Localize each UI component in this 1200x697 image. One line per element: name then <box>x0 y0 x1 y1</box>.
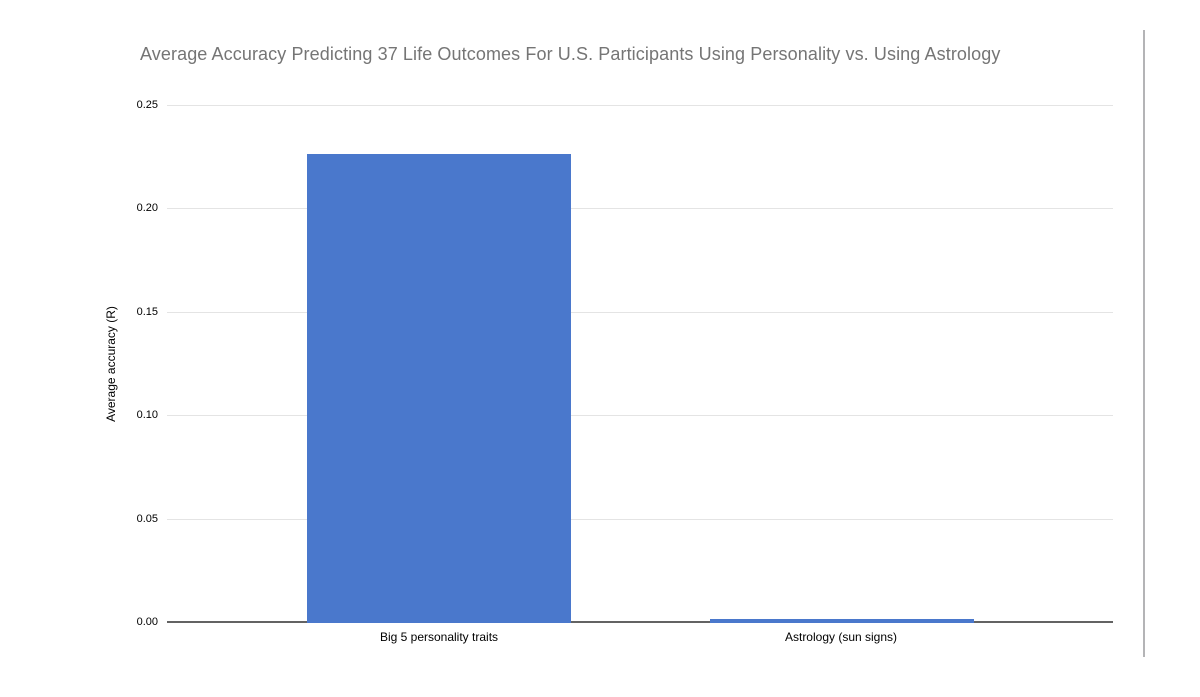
gridline <box>167 518 1113 520</box>
plot-area: 0.00 0.05 0.10 0.15 0.20 0.25 Big 5 personalit… <box>137 99 1113 644</box>
x-axis-line <box>167 621 1113 623</box>
y-tick-label: 0.20 <box>136 202 158 215</box>
bar-1 <box>307 154 571 623</box>
gridline <box>167 311 1113 313</box>
vertical-divider-line <box>1143 30 1145 657</box>
bar-2 <box>710 619 974 623</box>
y-tick-label: 0.00 <box>136 616 158 628</box>
x-category-label: Astrology (sun signs) <box>784 630 898 644</box>
y-tick-label: 0.25 <box>136 99 158 111</box>
y-axis-title: Average accuracy (R) <box>104 306 118 422</box>
y-tick-label: 0.15 <box>136 305 158 318</box>
x-category-label: Big 5 personality traits <box>379 630 499 644</box>
y-tick-label: 0.05 <box>136 512 158 525</box>
chart-title: Average Accuracy Predicting 37 Life Outc… <box>140 44 1001 64</box>
gridline <box>167 105 1113 106</box>
gridline <box>167 208 1113 210</box>
gridline <box>167 415 1113 417</box>
y-tick-label: 0.10 <box>136 409 158 422</box>
